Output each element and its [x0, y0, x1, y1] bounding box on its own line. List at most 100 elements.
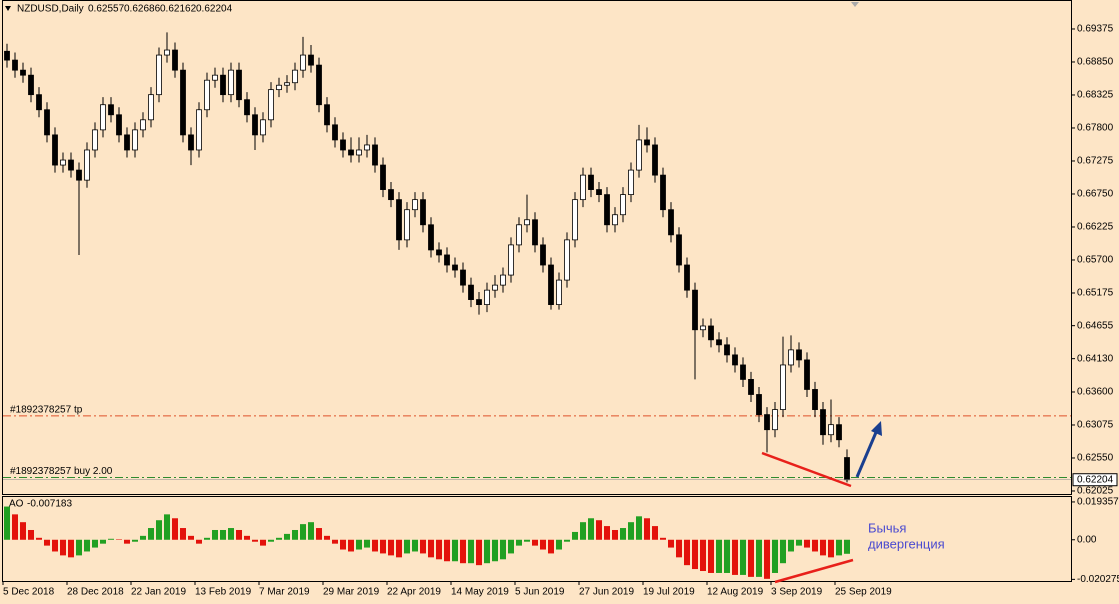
ao-bar	[12, 514, 18, 540]
y-tick-label: -0.020275	[1077, 574, 1119, 585]
candle-body	[68, 159, 74, 171]
candle-body	[732, 354, 738, 366]
ao-bar	[68, 539, 74, 558]
ao-bar	[412, 539, 418, 552]
divergence-line-ao	[774, 558, 854, 584]
ao-bar	[684, 539, 690, 566]
ao-bar	[716, 539, 722, 573]
ao-bar	[652, 526, 658, 540]
ao-bar	[316, 528, 322, 540]
ao-bar	[548, 539, 554, 554]
candle-body	[516, 224, 522, 246]
ao-bar	[444, 539, 450, 562]
ao-bar	[732, 539, 738, 575]
candle-body	[404, 209, 410, 241]
indicator-value: -0.007183	[27, 499, 72, 510]
candle-body	[508, 244, 514, 276]
candle-body	[292, 69, 298, 84]
candle-body	[740, 364, 746, 380]
candle-body	[324, 104, 330, 126]
header-high: 0.62686	[124, 4, 161, 15]
ao-bar	[4, 506, 10, 540]
candle-body	[748, 379, 754, 395]
ao-bar	[36, 537, 42, 540]
candle-body	[804, 359, 810, 390]
candle-body	[84, 149, 90, 181]
ao-bar	[764, 539, 770, 579]
candle-body	[180, 69, 186, 136]
ao-bar	[404, 539, 410, 554]
y-tick-label: 0.69375	[1077, 24, 1114, 35]
y-tick-label: 0.019357	[1077, 497, 1119, 508]
candle-body	[796, 349, 802, 361]
candle-body	[12, 59, 18, 71]
ao-bar	[124, 539, 130, 544]
ao-bar	[100, 539, 106, 544]
candle-body	[244, 99, 250, 116]
ao-bar	[500, 539, 506, 560]
candle-body	[380, 164, 386, 190]
candle-body	[228, 69, 234, 96]
ao-bar	[188, 535, 194, 540]
y-tick-label: 0.63075	[1077, 420, 1114, 431]
candle-body	[772, 409, 778, 431]
ao-bar	[692, 539, 698, 570]
ao-bar	[756, 539, 762, 577]
ao-bar	[340, 539, 346, 550]
candle-body	[500, 274, 506, 286]
ao-bar	[348, 539, 354, 552]
ao-bar	[828, 539, 834, 558]
x-tick-label: 22 Jan 2019	[131, 587, 186, 598]
ao-bar	[620, 528, 626, 540]
candle-body	[636, 139, 642, 171]
ao-bar	[796, 539, 802, 546]
ao-bar	[724, 539, 730, 573]
ao-bar	[84, 539, 90, 552]
x-tick-label: 19 Jul 2019	[643, 587, 695, 598]
x-tick-label: 13 Feb 2019	[195, 587, 252, 598]
header-low: 0.62162	[160, 4, 197, 15]
candle-body	[132, 129, 138, 151]
candle-body	[172, 49, 178, 71]
candle-body	[556, 279, 562, 306]
x-tick-label: 22 Apr 2019	[387, 587, 441, 598]
candle-body	[372, 144, 378, 166]
ao-bar	[508, 539, 514, 554]
candle-body	[660, 174, 666, 211]
ao-bar	[484, 539, 490, 564]
y-tick-label: 0.68850	[1077, 57, 1114, 68]
ao-bar	[540, 539, 546, 550]
candle-body	[436, 249, 442, 256]
ao-bar	[140, 535, 146, 540]
candle-body	[300, 54, 306, 71]
candle-body	[780, 364, 786, 410]
ao-bar	[276, 537, 282, 540]
ao-bar	[596, 520, 602, 540]
order-label: #1892378257 buy 2.00	[10, 466, 113, 477]
ao-bar	[28, 529, 34, 540]
candle-body	[252, 114, 258, 136]
candle-body	[692, 289, 698, 331]
candle-body	[812, 389, 818, 410]
x-tick-label: 29 Mar 2019	[323, 587, 380, 598]
candle-body	[564, 239, 570, 281]
arrow-shaft	[855, 429, 879, 478]
ao-bar	[788, 539, 794, 552]
candle-body	[268, 89, 274, 121]
arrow-head	[871, 421, 882, 436]
ao-bar	[212, 529, 218, 540]
candle-body	[708, 325, 714, 341]
y-tick-label: 0.00	[1077, 534, 1097, 545]
ao-bar	[364, 539, 370, 548]
candle-body	[188, 134, 194, 151]
candle-body	[620, 194, 626, 216]
candle-body	[644, 139, 650, 146]
indicator-name: AO	[9, 499, 24, 510]
candle-body	[60, 159, 66, 166]
annotation-line: Бычья	[868, 520, 906, 535]
ao-bar	[844, 539, 850, 554]
x-tick-label: 7 Mar 2019	[259, 587, 310, 598]
candle-body	[20, 69, 26, 76]
y-tick-label: 0.66225	[1077, 222, 1114, 233]
